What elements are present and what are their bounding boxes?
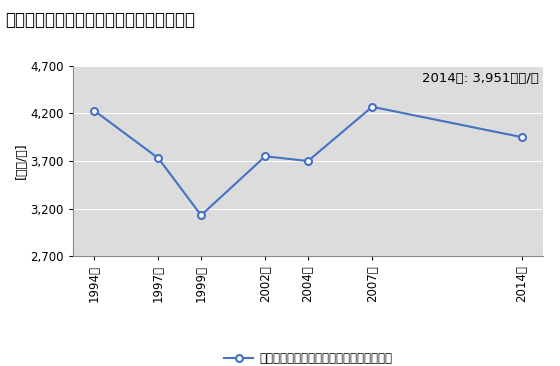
- 卸売業の従業者一人当たり年間商品販売額: [305, 159, 311, 163]
- 卸売業の従業者一人当たり年間商品販売額: [91, 108, 97, 113]
- 卸売業の従業者一人当たり年間商品販売額: [369, 105, 376, 109]
- Line: 卸売業の従業者一人当たり年間商品販売額: 卸売業の従業者一人当たり年間商品販売額: [91, 103, 525, 219]
- 卸売業の従業者一人当たり年間商品販売額: [262, 154, 269, 158]
- 卸売業の従業者一人当たり年間商品販売額: [519, 135, 525, 139]
- Y-axis label: [万円/人]: [万円/人]: [15, 143, 27, 179]
- 卸売業の従業者一人当たり年間商品販売額: [155, 156, 162, 160]
- Legend: 卸売業の従業者一人当たり年間商品販売額: 卸売業の従業者一人当たり年間商品販売額: [219, 348, 397, 366]
- 卸売業の従業者一人当たり年間商品販売額: [198, 213, 204, 217]
- Text: 2014年: 3,951万円/人: 2014年: 3,951万円/人: [422, 72, 539, 85]
- Text: 卸売業の従業者一人当たり年間商品販売額: 卸売業の従業者一人当たり年間商品販売額: [6, 11, 195, 29]
